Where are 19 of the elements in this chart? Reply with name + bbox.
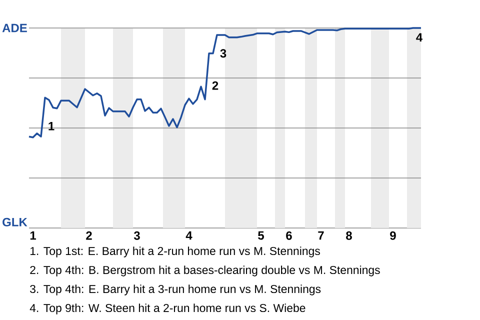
x-tick-label: 5 (258, 231, 264, 240)
x-tick-label: 7 (318, 231, 324, 240)
text: 2. Top 4th: B. Bergstrom hit a bases-clearing double vs M. Stennings (30, 266, 380, 276)
text: 3. Top 4th: E. Barry hit a 3-run home run vs M. Stennings (30, 284, 321, 296)
annotation: 3 (220, 49, 226, 58)
x-tick-label: 1 (30, 231, 36, 240)
annotation: 2 (212, 81, 218, 90)
text: 1. Top 1st: E. Barry hit a 2-run home run vs M. Stennings (30, 246, 320, 258)
x-tick-label: 8 (346, 231, 352, 240)
annotation: 4 (416, 33, 423, 42)
text: ADE (2, 24, 27, 32)
x-tick-label: 9 (390, 231, 396, 240)
x-tick-label: 4 (186, 231, 192, 240)
annotation: 1 (48, 122, 54, 130)
x-tick-label: 2 (86, 231, 92, 240)
text: 4. Top 9th: W. Steen hit a 2-run home run vs S. Wiebe (30, 304, 306, 314)
x-tick-label: 3 (134, 231, 140, 240)
x-tick-label: 6 (286, 231, 292, 240)
text: GLK (2, 218, 28, 226)
